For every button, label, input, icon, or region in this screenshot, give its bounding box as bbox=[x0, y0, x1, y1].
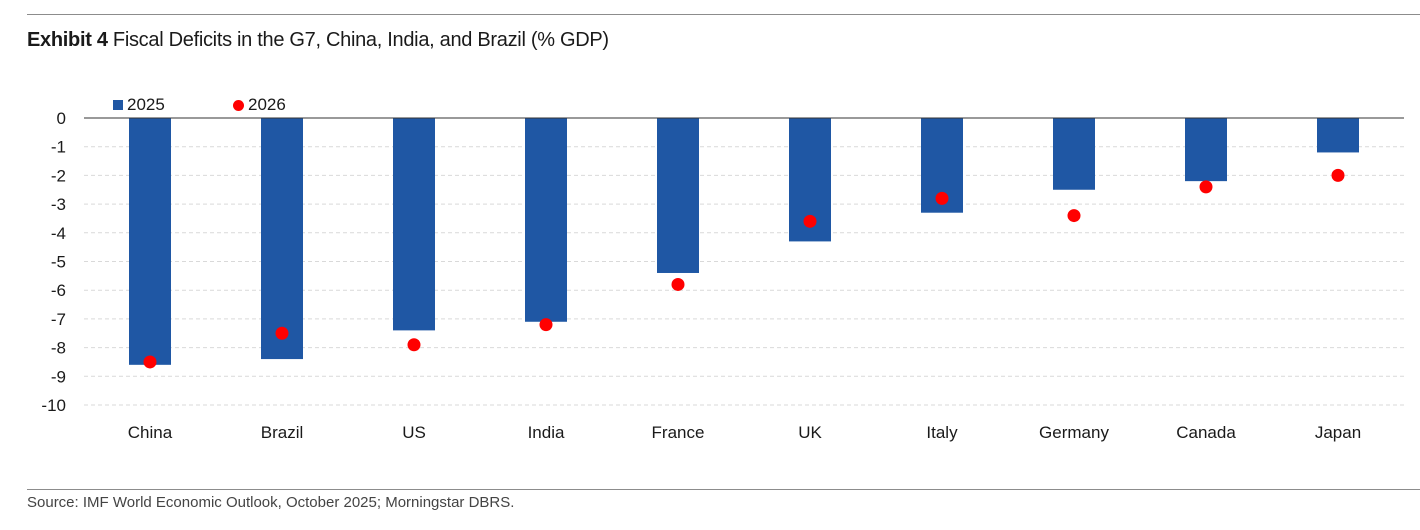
scatter-point bbox=[1199, 180, 1213, 194]
legend-item-2025: 2025 bbox=[113, 95, 165, 115]
y-tick-label: -8 bbox=[51, 339, 66, 358]
y-tick-label: -4 bbox=[51, 224, 66, 243]
bar bbox=[393, 118, 435, 331]
x-tick-label: Italy bbox=[926, 423, 958, 442]
scatter-point bbox=[1331, 168, 1345, 182]
x-tick-label: Brazil bbox=[261, 423, 304, 442]
x-tick-label: France bbox=[652, 423, 705, 442]
bar bbox=[525, 118, 567, 322]
bar bbox=[1185, 118, 1227, 182]
y-tick-label: 0 bbox=[57, 109, 66, 128]
legend-item-2026: 2026 bbox=[233, 95, 286, 115]
x-tick-label: Canada bbox=[1176, 423, 1236, 442]
scatter-point bbox=[803, 214, 817, 228]
scatter-point bbox=[407, 338, 421, 352]
scatter-point bbox=[1067, 209, 1081, 223]
title-text: Fiscal Deficits in the G7, China, India,… bbox=[112, 29, 609, 51]
bar bbox=[1317, 118, 1359, 153]
y-tick-label: -3 bbox=[51, 195, 66, 214]
source-note: Source: IMF World Economic Outlook, Octo… bbox=[27, 494, 515, 511]
x-tick-label: Germany bbox=[1039, 423, 1109, 442]
x-tick-label: UK bbox=[798, 423, 822, 442]
scatter-point bbox=[935, 191, 949, 205]
scatter-point bbox=[143, 355, 157, 369]
legend-label-2025: 2025 bbox=[127, 95, 165, 114]
x-tick-label: China bbox=[128, 423, 173, 442]
bar bbox=[129, 118, 171, 365]
legend-label-2026: 2026 bbox=[248, 95, 286, 114]
bar bbox=[657, 118, 699, 273]
y-tick-label: -9 bbox=[51, 367, 66, 386]
y-tick-label: -2 bbox=[51, 166, 66, 185]
x-tick-label: India bbox=[528, 423, 565, 442]
chart-title: Exhibit 4 Fiscal Deficits in the G7, Chi… bbox=[27, 29, 609, 52]
y-tick-label: -6 bbox=[51, 281, 66, 300]
scatter-point bbox=[275, 326, 289, 340]
y-tick-label: -1 bbox=[51, 138, 66, 157]
y-tick-label: -5 bbox=[51, 253, 66, 272]
bar bbox=[261, 118, 303, 360]
bottom-rule bbox=[27, 489, 1420, 490]
x-tick-label: US bbox=[402, 423, 426, 442]
scatter-point bbox=[671, 277, 685, 291]
y-tick-label: -10 bbox=[41, 396, 66, 415]
bar bbox=[1053, 118, 1095, 190]
scatter-point bbox=[539, 318, 553, 332]
legend-swatch-2025 bbox=[113, 100, 123, 110]
legend-dot-2026 bbox=[233, 99, 244, 111]
y-tick-label: -7 bbox=[51, 310, 66, 329]
chart-plot: 0 -1 -2 -3 -4 -5 -6 -7 -8 -9 -10 China Brazil US India… bbox=[41, 109, 1404, 442]
x-tick-label: Japan bbox=[1315, 423, 1361, 442]
top-rule bbox=[27, 14, 1420, 15]
exhibit-label: Exhibit 4 bbox=[27, 29, 108, 51]
